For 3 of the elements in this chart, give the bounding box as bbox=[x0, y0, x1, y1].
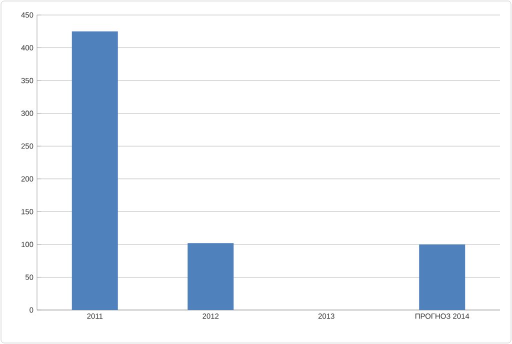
bar bbox=[72, 31, 118, 310]
bar bbox=[419, 244, 466, 310]
bar bbox=[188, 243, 234, 310]
